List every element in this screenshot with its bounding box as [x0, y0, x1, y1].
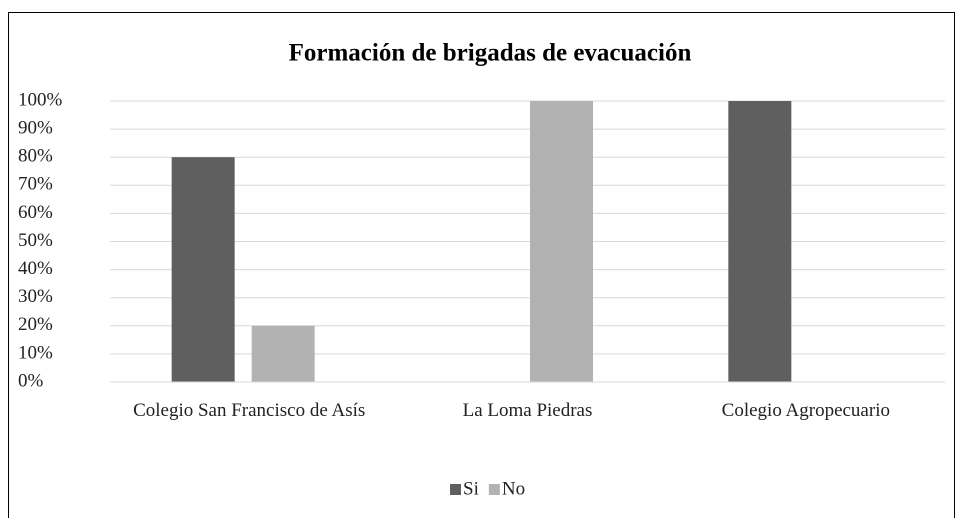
bar — [728, 101, 792, 382]
legend-label: Si — [463, 478, 479, 499]
legend-swatch — [450, 484, 461, 495]
x-tick-label-line: La Loma Piedras — [463, 400, 593, 421]
bar — [171, 157, 235, 382]
legend-label: No — [502, 478, 525, 499]
y-tick-label: 40% — [18, 258, 53, 279]
x-tick-label-line: Colegio San Francisco de Asís — [133, 400, 365, 421]
y-tick-label: 80% — [18, 146, 53, 167]
bar — [530, 101, 593, 382]
y-tick-label: 30% — [18, 286, 53, 307]
x-tick-label: La Loma Piedras — [463, 400, 593, 421]
y-tick-label: 0% — [18, 370, 44, 391]
legend-swatch — [488, 484, 500, 495]
x-tick-label: Colegio Agropecuario — [722, 400, 890, 421]
y-tick-label: 60% — [18, 202, 53, 223]
chart-border — [8, 12, 955, 518]
y-tick-label: 90% — [18, 117, 53, 138]
y-tick-label: 70% — [18, 174, 53, 195]
y-tick-label: 100% — [18, 89, 63, 110]
bar — [251, 325, 315, 382]
x-tick-label: Colegio San Francisco de Asís — [133, 400, 365, 421]
x-tick-label-line: Colegio Agropecuario — [722, 400, 890, 421]
y-tick-label: 20% — [18, 314, 53, 335]
y-tick-label: 50% — [18, 230, 53, 251]
y-tick-label: 10% — [18, 342, 53, 363]
chart-title: Formación de brigadas de evacuación — [289, 40, 692, 67]
